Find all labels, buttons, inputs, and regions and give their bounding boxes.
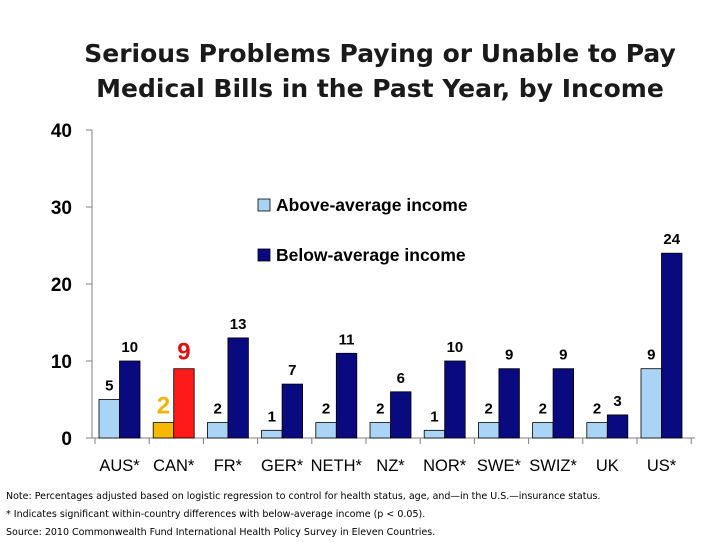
bar-below-income <box>552 368 574 439</box>
bar-above-income <box>261 429 283 439</box>
data-label: 9 <box>505 347 513 364</box>
data-label: 9 <box>647 347 655 364</box>
data-label: 2 <box>593 401 601 418</box>
bar-above-income <box>152 422 175 439</box>
x-tick-label: NETH* <box>311 457 363 475</box>
bar-below-income <box>335 352 358 439</box>
data-label: 5 <box>105 378 113 395</box>
note-significance: * Indicates significant within-country d… <box>6 509 426 520</box>
bar-above-income <box>206 422 229 439</box>
bar-chart: 010203040510AUS*29CAN*213FR*17GER*211NET… <box>51 121 696 475</box>
bar-above-income <box>477 422 500 439</box>
bar-below-income <box>444 360 466 439</box>
data-label: 2 <box>213 401 221 418</box>
legend-label: Below-average income <box>276 245 466 265</box>
x-tick-label: FR* <box>214 457 243 475</box>
bar-below-income <box>606 414 629 439</box>
data-label: 24 <box>663 231 680 248</box>
bar-below-income <box>227 337 249 439</box>
bar-below-income <box>661 252 683 439</box>
bar-below-income <box>281 383 304 439</box>
bar-below-income <box>390 391 412 439</box>
y-tick-label: 10 <box>51 352 72 373</box>
note-source: Source: 2010 Commonwealth Fund Internati… <box>6 527 436 538</box>
bar-above-income <box>423 429 446 439</box>
y-tick-label: 20 <box>51 275 72 296</box>
bar-below-income <box>173 368 195 439</box>
x-tick-label: US* <box>647 457 677 475</box>
bar-above-income <box>369 422 391 439</box>
legend-swatch <box>257 248 271 262</box>
legend-swatch <box>257 198 271 212</box>
data-label: 1 <box>430 408 438 425</box>
data-label: 11 <box>339 331 355 348</box>
chart-title: Serious Problems Paying or Unable to Pay… <box>40 36 720 106</box>
data-label: 10 <box>121 339 138 356</box>
data-label: 2 <box>376 401 384 418</box>
y-tick-label: 30 <box>51 198 72 219</box>
bar-above-income <box>98 399 120 439</box>
data-label: 7 <box>288 362 296 379</box>
chart-title-line-1: Serious Problems Paying or Unable to Pay <box>84 39 676 68</box>
data-label: 2 <box>157 393 170 420</box>
data-label: 2 <box>539 401 547 418</box>
x-tick-label: SWIZ* <box>529 457 577 475</box>
chart-title-line-2: Medical Bills in the Past Year, by Incom… <box>96 74 664 103</box>
data-label: 10 <box>447 339 464 356</box>
data-label: 3 <box>613 393 621 410</box>
x-tick-label: GER* <box>261 457 304 475</box>
x-tick-label: NOR* <box>423 457 467 475</box>
x-tick-label: CAN* <box>153 457 195 475</box>
x-tick-label: NZ* <box>376 457 405 475</box>
data-label: 2 <box>322 401 330 418</box>
data-label: 2 <box>484 401 492 418</box>
data-label: 9 <box>177 339 190 366</box>
legend-label: Above-average income <box>276 195 468 215</box>
bar-below-income <box>119 360 141 439</box>
x-tick-label: AUS* <box>99 457 140 475</box>
x-tick-label: UK <box>596 457 619 475</box>
bar-below-income <box>498 368 520 439</box>
x-tick-label: SWE* <box>477 457 522 475</box>
data-label: 6 <box>397 370 405 387</box>
note-adjustment: Note: Percentages adjusted based on logi… <box>6 491 601 502</box>
bar-above-income <box>532 422 554 439</box>
data-label: 13 <box>230 316 247 333</box>
footnotes: Note: Percentages adjusted based on logi… <box>6 488 716 542</box>
bar-above-income <box>640 368 662 439</box>
data-label: 9 <box>559 347 567 364</box>
bar-above-income <box>586 422 608 439</box>
y-tick-label: 40 <box>51 121 72 142</box>
data-label: 1 <box>268 408 276 425</box>
y-tick-label: 0 <box>61 429 72 450</box>
bar-above-income <box>315 422 337 439</box>
